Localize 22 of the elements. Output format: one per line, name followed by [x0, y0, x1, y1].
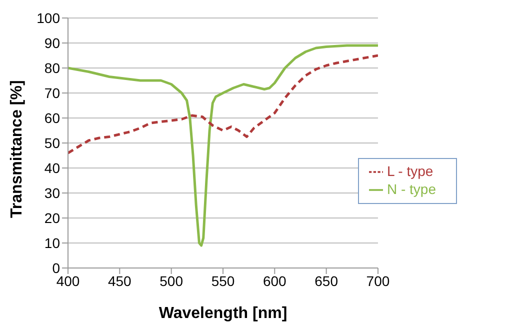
y-tick-label: 30	[44, 184, 60, 201]
legend-label: N - type	[386, 181, 436, 197]
y-tick-label: 20	[44, 210, 60, 226]
y-tick-label: 100	[36, 10, 60, 26]
x-tick-label: 600	[262, 272, 287, 289]
y-tick-label: 40	[44, 160, 60, 176]
y-tick-label: 80	[44, 60, 60, 76]
x-tick-label: 500	[160, 272, 184, 289]
x-tick-label: 450	[108, 272, 132, 289]
x-tick-label: 650	[314, 272, 338, 289]
y-tick-label: 50	[44, 134, 60, 151]
x-tick-label: 550	[211, 272, 235, 289]
y-tick-label: 90	[44, 34, 60, 51]
y-tick-label: 70	[44, 84, 60, 101]
y-tick-label: 10	[44, 234, 60, 251]
x-axis-title: Wavelength [nm]	[158, 305, 288, 322]
line-series	[68, 44, 378, 247]
legend-label: L - type	[386, 163, 434, 179]
y-axis-title: Transmittance [%]	[8, 80, 26, 218]
y-tick-label: 60	[44, 110, 60, 126]
x-tick-label: 700	[366, 272, 390, 289]
line-series	[68, 54, 378, 154]
